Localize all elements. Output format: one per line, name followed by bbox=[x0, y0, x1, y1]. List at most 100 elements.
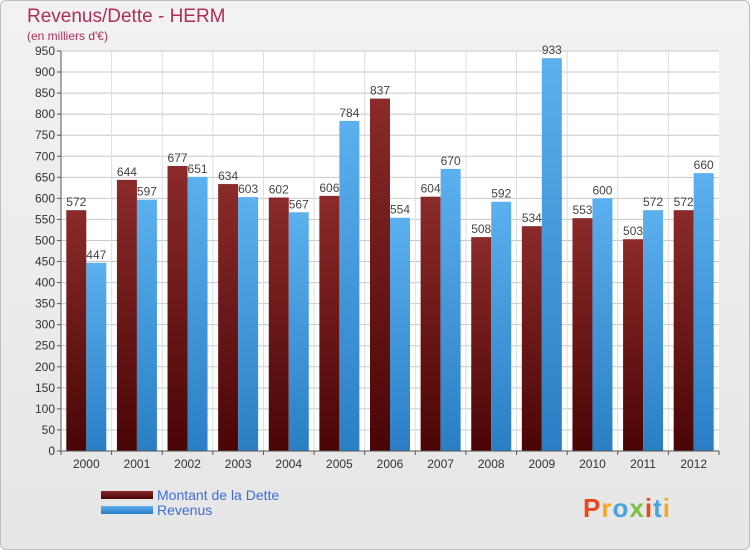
data-label: 534 bbox=[522, 211, 542, 225]
bar-revenus bbox=[541, 58, 562, 451]
legend-item-debt: Montant de la Dette bbox=[101, 486, 280, 503]
y-tick-label: 850 bbox=[35, 86, 55, 100]
bar-revenus bbox=[440, 168, 461, 452]
legend-label-debt: Montant de la Dette bbox=[157, 486, 280, 503]
data-label: 784 bbox=[339, 106, 359, 120]
legend-label-revenus: Revenus bbox=[157, 501, 213, 518]
y-tick-label: 700 bbox=[35, 149, 55, 163]
x-tick-label: 2001 bbox=[124, 457, 151, 471]
data-label: 572 bbox=[674, 195, 694, 209]
y-tick-label: 0 bbox=[48, 444, 55, 458]
logo-letter: P bbox=[583, 493, 602, 523]
data-label: 644 bbox=[117, 165, 137, 179]
logo-letter: o bbox=[612, 493, 630, 523]
data-label: 933 bbox=[542, 43, 562, 57]
logo-letter: i bbox=[662, 493, 671, 523]
bar-revenus bbox=[339, 120, 360, 451]
legend: Montant de la Dette Revenus bbox=[101, 486, 280, 518]
data-label: 508 bbox=[471, 222, 491, 236]
bar-debt bbox=[521, 226, 542, 451]
data-label: 603 bbox=[238, 182, 258, 196]
data-label: 660 bbox=[694, 158, 714, 172]
bar-revenus bbox=[187, 176, 208, 452]
data-label: 572 bbox=[66, 195, 86, 209]
y-tick-label: 150 bbox=[35, 381, 55, 395]
y-tick-label: 400 bbox=[35, 276, 55, 290]
data-label: 602 bbox=[269, 183, 289, 197]
data-label: 606 bbox=[319, 181, 339, 195]
x-tick-label: 2005 bbox=[326, 457, 353, 471]
data-label: 567 bbox=[289, 197, 309, 211]
y-tick-label: 500 bbox=[35, 233, 55, 247]
bar-debt bbox=[370, 98, 390, 451]
y-tick-label: 250 bbox=[35, 339, 55, 353]
data-label: 447 bbox=[86, 248, 106, 262]
x-tick-label: 2007 bbox=[427, 457, 454, 471]
chart-subtitle: (en milliers d'€) bbox=[27, 29, 108, 43]
y-tick-label: 450 bbox=[35, 255, 55, 269]
data-label: 670 bbox=[441, 154, 461, 168]
bar-debt bbox=[218, 184, 239, 452]
x-tick-label: 2000 bbox=[73, 457, 100, 471]
y-tick-label: 300 bbox=[35, 318, 55, 332]
logo-letter: x bbox=[629, 493, 645, 523]
data-label: 677 bbox=[168, 151, 188, 165]
y-tick-label: 600 bbox=[35, 191, 55, 205]
y-tick-label: 200 bbox=[35, 360, 55, 374]
data-label: 837 bbox=[370, 84, 390, 98]
bar-revenus bbox=[693, 173, 714, 451]
x-tick-label: 2004 bbox=[275, 457, 302, 471]
bar-debt bbox=[572, 218, 593, 451]
data-label: 651 bbox=[188, 162, 208, 176]
y-tick-label: 650 bbox=[35, 170, 55, 184]
bar-revenus bbox=[288, 212, 309, 451]
x-tick-label: 2012 bbox=[680, 457, 707, 471]
bar-debt bbox=[420, 196, 441, 451]
legend-item-revenus: Revenus bbox=[101, 501, 279, 518]
bar-debt bbox=[471, 237, 492, 451]
bar-debt bbox=[116, 179, 137, 451]
chart-title: Revenus/Dette - HERM bbox=[27, 6, 226, 27]
y-tick-label: 50 bbox=[42, 423, 56, 437]
bar-revenus bbox=[491, 201, 512, 451]
logo-letter: i bbox=[644, 493, 654, 523]
x-tick-label: 2011 bbox=[630, 457, 656, 471]
bar-revenus bbox=[390, 217, 410, 451]
logo-letter: t bbox=[653, 493, 663, 523]
data-label: 553 bbox=[572, 203, 592, 217]
data-label: 592 bbox=[491, 187, 511, 201]
x-tick-label: 2009 bbox=[528, 457, 555, 471]
y-tick-label: 100 bbox=[35, 402, 55, 416]
bar-revenus bbox=[643, 210, 664, 451]
bar-debt bbox=[66, 210, 87, 451]
bar-revenus bbox=[136, 199, 157, 451]
x-tick-label: 2006 bbox=[377, 457, 404, 471]
data-label: 600 bbox=[592, 183, 612, 197]
y-tick-label: 750 bbox=[35, 128, 55, 142]
y-tick-label: 950 bbox=[35, 44, 55, 58]
logo-letter: r bbox=[601, 493, 613, 523]
x-tick-label: 2003 bbox=[225, 457, 252, 471]
data-label: 634 bbox=[218, 169, 238, 183]
y-tick-label: 800 bbox=[35, 107, 55, 121]
x-tick-label: 2008 bbox=[478, 457, 505, 471]
proxiti-logo: Proxiti bbox=[583, 493, 671, 524]
data-label: 572 bbox=[643, 195, 663, 209]
data-label: 554 bbox=[390, 203, 410, 217]
y-tick-label: 900 bbox=[35, 65, 55, 79]
bar-debt bbox=[673, 210, 694, 451]
y-tick-label: 550 bbox=[35, 212, 55, 226]
data-label: 597 bbox=[137, 185, 157, 199]
bar-revenus bbox=[238, 197, 259, 451]
bar-debt bbox=[623, 239, 644, 451]
bar-revenus bbox=[86, 262, 107, 451]
legend-swatch-debt bbox=[101, 490, 153, 499]
bar-debt bbox=[319, 195, 340, 451]
legend-swatch-revenus bbox=[101, 505, 153, 514]
y-tick-label: 350 bbox=[35, 297, 55, 311]
data-label: 604 bbox=[421, 182, 441, 196]
data-label: 503 bbox=[623, 224, 643, 238]
bar-revenus bbox=[592, 198, 613, 451]
